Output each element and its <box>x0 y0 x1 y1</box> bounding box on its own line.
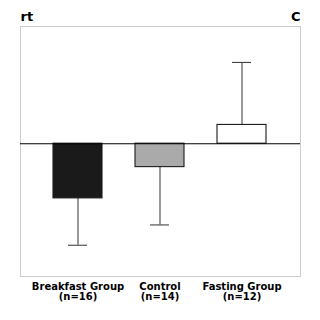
svg-text:rt: rt <box>21 9 34 24</box>
svg-text:Breakfast Group(n=16): Breakfast Group(n=16) <box>32 281 124 302</box>
svg-text:Control(n=14): Control(n=14) <box>139 281 180 302</box>
svg-text:Fasting Group(n=12): Fasting Group(n=12) <box>202 281 281 302</box>
svg-text:C: C <box>291 9 301 24</box>
